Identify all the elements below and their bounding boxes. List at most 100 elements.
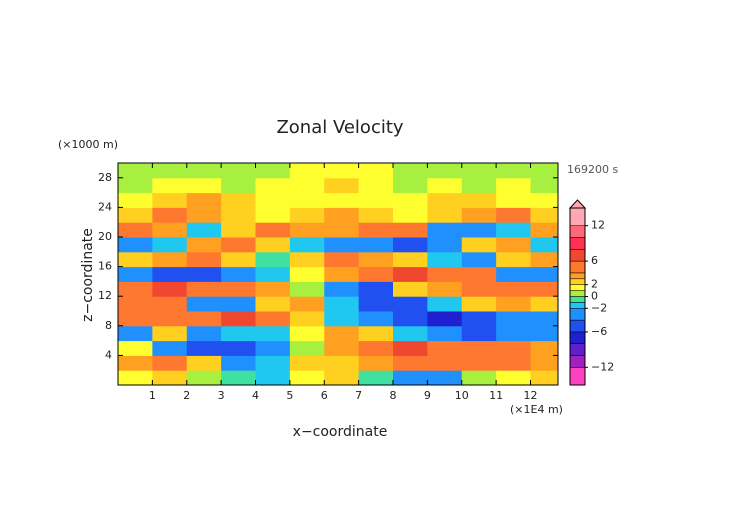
cell	[427, 177, 463, 194]
cell	[118, 251, 153, 268]
colorbar-tick-label: 12	[591, 219, 605, 232]
cell	[152, 163, 188, 179]
cell	[530, 163, 559, 179]
cell	[255, 163, 291, 179]
cell	[221, 355, 256, 371]
colorbar-band	[569, 331, 586, 344]
cell	[496, 370, 531, 386]
cell	[496, 340, 531, 356]
colorbar-band	[569, 237, 586, 250]
cell	[152, 222, 188, 238]
cell	[461, 370, 497, 386]
cell	[461, 325, 497, 342]
cell	[461, 207, 497, 223]
cell	[393, 251, 428, 268]
cell	[358, 237, 394, 253]
cell	[324, 281, 360, 297]
cell	[461, 163, 497, 179]
cell	[221, 237, 256, 253]
cell	[221, 163, 256, 179]
y-tick-label: 28	[98, 171, 112, 184]
cell	[289, 207, 325, 223]
cell	[152, 311, 188, 327]
cell	[221, 340, 256, 356]
cell	[255, 266, 291, 282]
cell	[530, 355, 559, 371]
cell	[324, 192, 360, 208]
cell	[393, 355, 428, 371]
cell	[496, 266, 531, 282]
y-tick-label: 24	[98, 200, 112, 213]
cell	[118, 207, 153, 223]
colorbar-band	[569, 355, 586, 368]
cell	[221, 311, 256, 327]
y-axis-label: z−coordinate	[80, 228, 96, 322]
cell	[152, 281, 188, 297]
cell	[530, 370, 559, 386]
cell	[530, 311, 559, 327]
cell	[461, 266, 497, 282]
cell	[461, 192, 497, 208]
cell	[427, 222, 463, 238]
cell	[496, 355, 531, 371]
colorbar-band	[569, 343, 586, 356]
cell	[393, 237, 428, 253]
colorbar-band	[569, 367, 586, 386]
cell	[255, 192, 291, 208]
cell	[358, 296, 394, 312]
cell	[186, 296, 222, 312]
cell	[221, 251, 256, 268]
cell	[530, 222, 559, 238]
cell	[496, 163, 531, 179]
cell	[427, 296, 463, 312]
cell	[152, 177, 188, 194]
cell	[427, 207, 463, 223]
cell	[530, 251, 559, 268]
cell	[530, 296, 559, 312]
cell	[186, 340, 222, 356]
x-tick-label: 10	[455, 389, 469, 402]
colorbar-arrow	[568, 199, 587, 209]
cell	[358, 281, 394, 297]
cell	[152, 340, 188, 356]
cell	[461, 177, 497, 194]
cell	[289, 251, 325, 268]
cell	[186, 355, 222, 371]
cell	[118, 355, 153, 371]
y-tick-label: 16	[98, 260, 112, 273]
cell	[289, 370, 325, 386]
cell	[324, 163, 360, 179]
colorbar-band	[569, 272, 586, 280]
cell	[289, 266, 325, 282]
x-tick-label: 6	[321, 389, 328, 402]
cell	[221, 207, 256, 223]
x-tick-label: 1	[149, 389, 156, 402]
cell	[496, 281, 531, 297]
colorbar-tick-label: 2	[591, 278, 598, 291]
cell	[186, 222, 222, 238]
cell	[152, 251, 188, 268]
cell	[255, 251, 291, 268]
time-label: 169200 s	[567, 163, 618, 176]
cell	[186, 251, 222, 268]
cell	[393, 340, 428, 356]
cell	[186, 281, 222, 297]
cell	[393, 325, 428, 342]
cell	[324, 237, 360, 253]
cell	[186, 177, 222, 194]
cell	[324, 207, 360, 223]
cell	[358, 251, 394, 268]
cell	[221, 222, 256, 238]
cell	[496, 237, 531, 253]
cell	[255, 177, 291, 194]
cell	[186, 311, 222, 327]
cell	[358, 370, 394, 386]
cell	[221, 370, 256, 386]
cell	[255, 281, 291, 297]
cell	[152, 207, 188, 223]
x-unit: (×1E4 m)	[510, 403, 563, 416]
cell	[496, 177, 531, 194]
colorbar-tick-label: −12	[591, 360, 614, 373]
cell	[358, 340, 394, 356]
cell	[255, 340, 291, 356]
